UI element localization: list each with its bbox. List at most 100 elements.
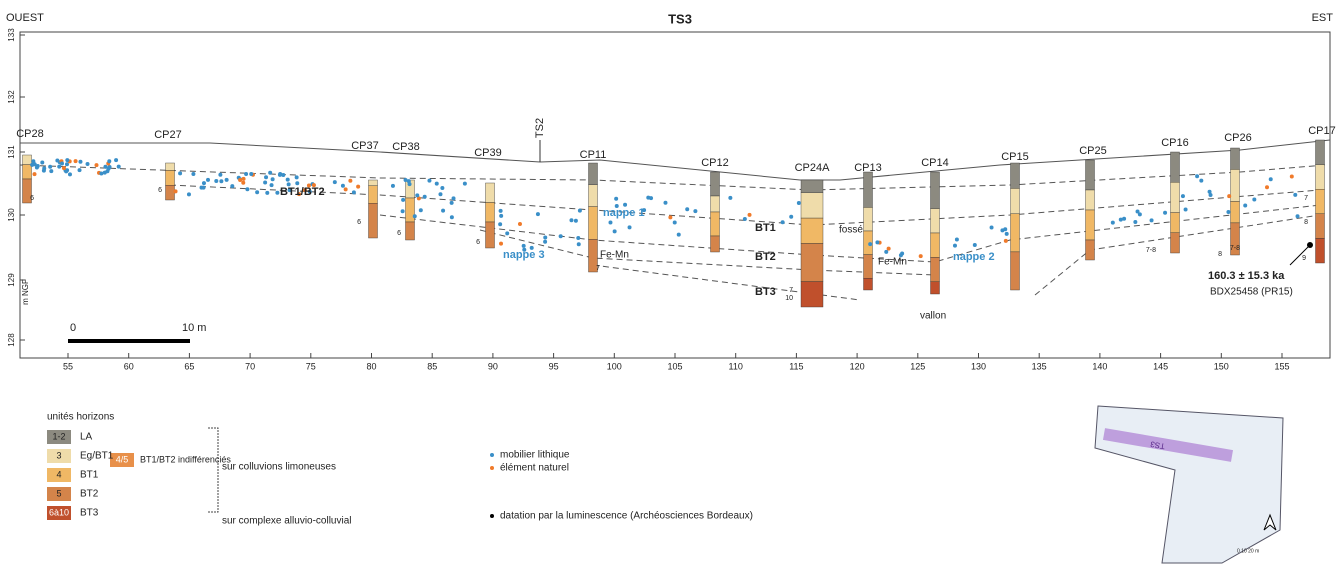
lithic-dot: [238, 178, 242, 182]
legend-marker: élément naturel: [500, 463, 569, 474]
legend-code: 4: [56, 469, 61, 479]
section-label: BT1: [755, 222, 776, 234]
small-number: 7: [596, 265, 600, 272]
horizon-layer: [931, 257, 940, 281]
x-tick-label: 75: [306, 361, 316, 371]
lithic-dot: [225, 178, 229, 182]
x-tick-label: 80: [366, 361, 376, 371]
lithic-dot: [505, 231, 509, 235]
lithic-dot: [295, 175, 299, 179]
lithic-dot: [1184, 208, 1188, 212]
lithic-dot: [214, 179, 218, 183]
lithic-dot: [333, 180, 337, 184]
lithic-dot: [419, 208, 423, 212]
small-number: 8: [1304, 219, 1308, 226]
x-tick-label: 150: [1214, 361, 1229, 371]
lithic-dot: [789, 215, 793, 219]
natural-dot: [1226, 210, 1230, 214]
lithic-dot: [543, 240, 547, 244]
horizon-layer: [931, 233, 940, 257]
lithic-dot: [86, 162, 90, 166]
profile-label: CP39: [474, 147, 502, 159]
legend-label: Eg/BT1: [80, 451, 114, 462]
section-label: BT1/BT2: [280, 186, 325, 198]
profile-label: CP15: [1001, 151, 1029, 163]
legend-marker: datation par la luminescence (Archéoscie…: [500, 511, 753, 522]
horizon-layer: [711, 172, 720, 196]
lithic-dot: [200, 186, 204, 190]
natural-dot: [438, 192, 442, 196]
lithic-dot: [174, 189, 178, 193]
lithic-dot: [219, 179, 223, 183]
horizon-layer: [1086, 240, 1095, 260]
section-label: nappe 1: [603, 207, 645, 219]
horizon-layer: [1011, 163, 1020, 188]
natural-dot: [1133, 220, 1137, 224]
lithic-dot: [452, 196, 456, 200]
horizon-layer: [1171, 233, 1180, 253]
lithic-dot: [391, 184, 395, 188]
horizon-layer: [1011, 188, 1020, 213]
lithic-dot: [270, 183, 274, 187]
small-number: 7: [789, 287, 793, 294]
horizon-layer: [369, 180, 378, 186]
lithic-dot: [1005, 232, 1009, 236]
horizon-layer: [589, 185, 598, 207]
lithic-dot: [40, 160, 44, 164]
profile-label: CP12: [701, 157, 729, 169]
lithic-dot: [1290, 175, 1294, 179]
natural-dot: [577, 242, 581, 246]
horizon-layer: [801, 193, 823, 218]
natural-dot: [348, 179, 352, 183]
horizon-layer: [1171, 213, 1180, 233]
lithic-dot: [522, 244, 526, 248]
profile-label: TS2: [534, 118, 546, 138]
lithic-dot: [441, 209, 445, 213]
x-tick-label: 60: [124, 361, 134, 371]
lithic-dot: [401, 198, 405, 202]
lithic-dot: [955, 237, 959, 241]
lithic-dot: [62, 166, 66, 170]
x-tick-label: 70: [245, 361, 255, 371]
profile-label: CP26: [1224, 132, 1252, 144]
lithic-dot: [990, 225, 994, 229]
lithic-dot: [55, 158, 59, 162]
legend-label: BT1: [80, 470, 99, 481]
lithic-dot: [78, 160, 82, 164]
lithic-dot: [94, 163, 98, 167]
legend: unités horizons sur colluvions limoneuse…: [47, 412, 753, 527]
lithic-dot: [341, 184, 345, 188]
lithic-dot: [265, 191, 269, 195]
lithic-dot: [884, 250, 888, 254]
section-label: Fe-Mn: [878, 257, 907, 268]
inset-map: TS3 0 10 20 m: [1095, 406, 1283, 563]
lithic-dot: [1181, 194, 1185, 198]
horizon-layer: [406, 222, 415, 240]
lithic-dot: [99, 171, 103, 175]
lithic-dot: [875, 240, 879, 244]
small-number: 8: [1218, 251, 1222, 258]
horizon-layer: [166, 170, 175, 185]
small-number: 7-8: [1146, 247, 1156, 254]
legend-title: unités horizons: [47, 412, 114, 423]
horizon-layer: [486, 222, 495, 248]
x-tick-label: 100: [607, 361, 622, 371]
lithic-dot: [218, 173, 222, 177]
lithic-dot: [275, 191, 279, 195]
horizon-layer: [1086, 190, 1095, 210]
lithic-dot: [187, 192, 191, 196]
section-label: Fe-Mn: [600, 250, 629, 261]
lithic-dot: [352, 190, 356, 194]
natural-dot: [1269, 177, 1273, 181]
legend-code: 4/5: [116, 454, 129, 464]
x-tick-label: 90: [488, 361, 498, 371]
small-number: 7: [1304, 195, 1308, 202]
lithic-dot: [78, 168, 82, 172]
x-tick-label: 135: [1032, 361, 1047, 371]
lithic-dot: [245, 187, 249, 191]
section-label: BT3: [755, 286, 776, 298]
natural-dot: [286, 178, 290, 182]
scale-end: 10 m: [182, 322, 206, 334]
legend-label: BT1/BT2 indifférenciés: [140, 454, 231, 464]
section-label: 160.3 ± 15.3 ka: [1208, 270, 1285, 282]
